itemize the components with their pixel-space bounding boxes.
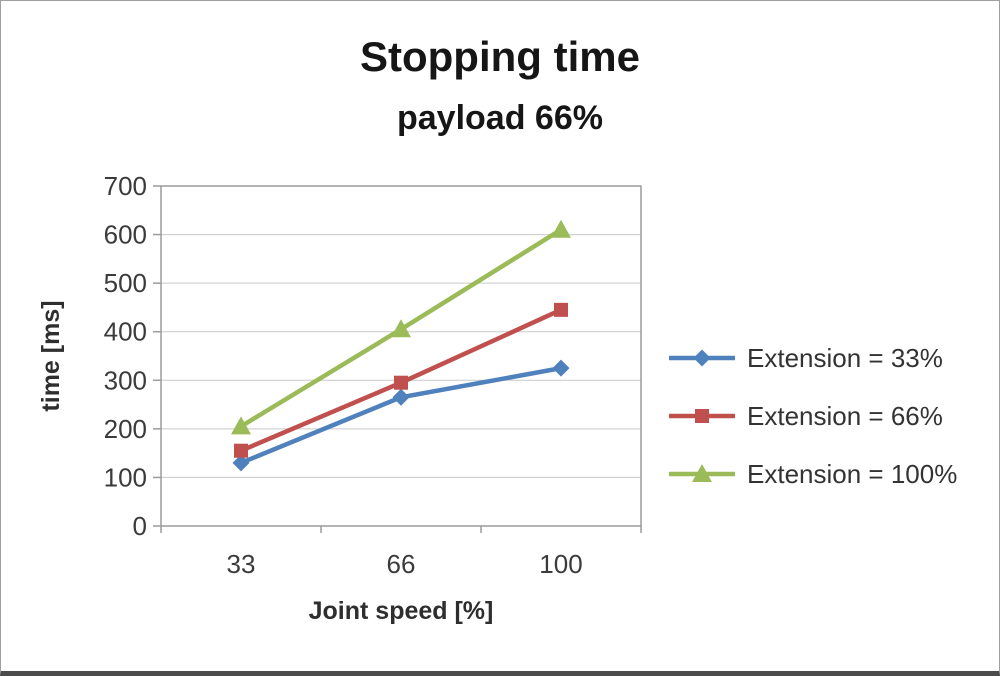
legend-item[interactable]: Extension = 66%: [669, 401, 943, 431]
plot-area: [160, 185, 642, 527]
series-marker-1: [234, 443, 248, 458]
series-marker-2: [231, 416, 251, 435]
series-marker-0: [232, 454, 250, 472]
legend-label: Extension = 100%: [747, 459, 957, 489]
legend-marker: [695, 409, 709, 423]
y-tick-label: 600: [104, 220, 147, 250]
y-tick-label: 200: [104, 414, 147, 444]
x-tick-label: 33: [227, 549, 256, 579]
series-marker-2: [391, 319, 411, 338]
legend-item[interactable]: Extension = 100%: [669, 459, 957, 489]
legend-marker: [693, 349, 711, 367]
legend-label: Extension = 66%: [747, 401, 943, 431]
x-axis-title: Joint speed [%]: [309, 597, 494, 625]
series-marker-0: [552, 359, 570, 377]
series-marker-2: [551, 219, 571, 238]
y-axis-title: time [ms]: [37, 300, 65, 411]
x-tick-label: 100: [539, 549, 582, 579]
y-tick-label: 0: [133, 511, 147, 541]
y-tick-label: 400: [104, 317, 147, 347]
x-tick-label: 66: [387, 549, 416, 579]
legend-item[interactable]: Extension = 33%: [669, 343, 943, 373]
chart-subtitle: payload 66%: [397, 99, 603, 137]
y-tick-label: 100: [104, 462, 147, 492]
y-tick-label: 700: [104, 171, 147, 201]
legend-marker: [692, 464, 712, 482]
series-marker-1: [394, 375, 408, 390]
legend-label: Extension = 33%: [747, 343, 943, 373]
y-tick-label: 300: [104, 365, 147, 395]
y-tick-label: 500: [104, 268, 147, 298]
chart-title: Stopping time: [360, 33, 640, 80]
series-marker-1: [554, 302, 568, 317]
series-marker-0: [392, 388, 410, 406]
